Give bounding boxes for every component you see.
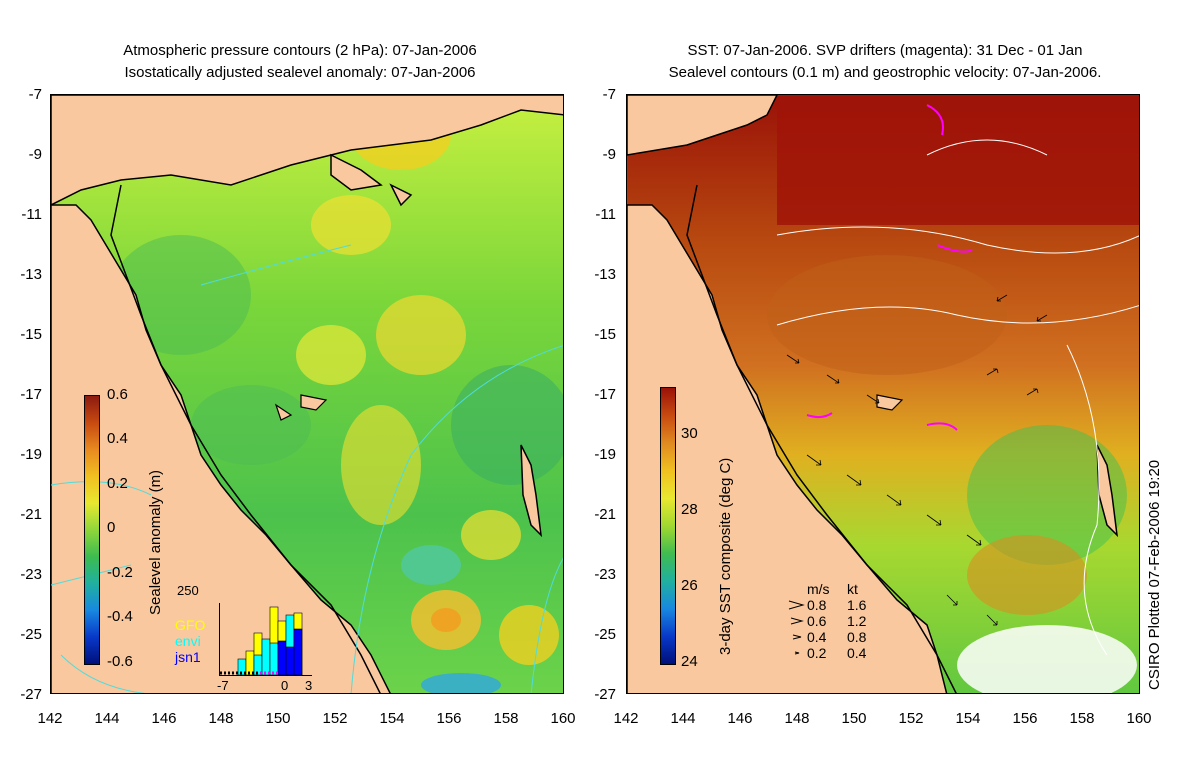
right-title-line2: Sealevel contours (0.1 m) and geostrophi… (668, 64, 1102, 81)
right-lon-tick-6: 154 (955, 710, 981, 727)
left-lon-tick-1: 144 (94, 710, 120, 727)
right-lon-tick-1: 144 (670, 710, 696, 727)
velocity-legend-kt-0: 1.6 (847, 597, 867, 613)
left-lat-tick-4: -15 (20, 326, 42, 343)
left-lat-tick-10: -27 (20, 686, 42, 703)
right-colorbar (660, 387, 676, 665)
right-title-line1: SST: 07-Jan-2006. SVP drifters (magenta)… (687, 42, 1083, 59)
velocity-legend-header-kt: kt (847, 581, 858, 597)
velocity-arrows (786, 294, 1048, 626)
right-lon-tick-3: 148 (784, 710, 810, 727)
left-lat-tick-6: -19 (20, 446, 42, 463)
velocity-legend-ms-1: 0.6 (807, 613, 827, 629)
left-lon-tick-3: 148 (208, 710, 234, 727)
left-lat-tick-8: -23 (20, 566, 42, 583)
right-lat-tick-6: -19 (594, 446, 616, 463)
velocity-legend-ms-3: 0.2 (807, 645, 827, 661)
velocity-legend-arrows (788, 600, 805, 655)
right-lon-tick-4: 150 (841, 710, 867, 727)
right-colorbar-label-0: 30 (681, 425, 698, 442)
right-lat-tick-3: -13 (594, 266, 616, 283)
right-map-svg (627, 95, 1139, 693)
velocity-legend-ms-0: 0.8 (807, 597, 827, 613)
left-map-svg (51, 95, 563, 693)
left-colorbar-title: Sealevel anomaly (m) (147, 469, 164, 615)
velocity-legend-header-ms: m/s (807, 581, 830, 597)
velocity-legend-kt-1: 1.2 (847, 613, 867, 629)
left-lon-tick-6: 154 (379, 710, 405, 727)
right-colorbar-title: 3-day SST composite (deg C) (717, 457, 734, 655)
left-colorbar-label-4: -0.2 (107, 564, 133, 581)
right-lat-tick-5: -17 (594, 386, 616, 403)
inset-ymax-label: 250 (177, 583, 199, 598)
left-lon-tick-4: 150 (265, 710, 291, 727)
inset-x-label-1: 0 (281, 678, 289, 693)
left-lon-tick-2: 146 (151, 710, 177, 727)
left-lat-tick-7: -21 (20, 506, 42, 523)
left-colorbar-label-1: 0.4 (107, 430, 128, 447)
left-lon-tick-9: 160 (550, 710, 576, 727)
left-lon-tick-7: 156 (436, 710, 462, 727)
left-lat-tick-3: -13 (20, 266, 42, 283)
credit-label: CSIRO Plotted 07-Feb-2006 19:20 (1146, 459, 1163, 690)
right-colorbar-label-3: 24 (681, 653, 698, 670)
velocity-legend-kt-2: 0.8 (847, 629, 867, 645)
left-lat-tick-9: -25 (20, 626, 42, 643)
inset-x-label-0: -7 (217, 678, 229, 693)
right-lat-tick-10: -27 (594, 686, 616, 703)
right-lon-tick-7: 156 (1012, 710, 1038, 727)
right-lon-tick-0: 142 (613, 710, 639, 727)
left-lat-tick-2: -11 (21, 206, 42, 223)
left-title-line2: Isostatically adjusted sealevel anomaly:… (124, 64, 476, 81)
inset-series-envi: envi (175, 633, 201, 649)
right-lon-tick-2: 146 (727, 710, 753, 727)
left-lat-tick-5: -17 (20, 386, 42, 403)
right-lat-tick-4: -15 (594, 326, 616, 343)
right-colorbar-label-2: 26 (681, 577, 698, 594)
inset-series-gfo: GFO (175, 617, 206, 633)
left-colorbar-label-6: -0.6 (107, 653, 133, 670)
left-colorbar-label-2: 0.2 (107, 475, 128, 492)
inset-histogram (219, 603, 312, 676)
right-lat-tick-8: -23 (594, 566, 616, 583)
left-lon-tick-5: 152 (322, 710, 348, 727)
right-colorbar-label-1: 28 (681, 501, 698, 518)
velocity-legend-ms-2: 0.4 (807, 629, 827, 645)
right-map-sst: 30 28 26 24 3-day SST composite (deg C) … (626, 94, 1140, 694)
right-lon-tick-5: 152 (898, 710, 924, 727)
right-lat-tick-7: -21 (594, 506, 616, 523)
inset-x-label-2: 3 (305, 678, 313, 693)
left-colorbar-label-5: -0.4 (107, 608, 133, 625)
right-lat-tick-2: -11 (595, 206, 616, 223)
left-lat-tick-0: -7 (28, 86, 42, 103)
left-colorbar-label-3: 0 (107, 519, 116, 536)
velocity-legend-kt-3: 0.4 (847, 645, 867, 661)
right-lon-tick-9: 160 (1126, 710, 1152, 727)
left-lat-tick-1: -9 (28, 146, 42, 163)
inset-bars (220, 606, 303, 675)
inset-series-jsn1: jsn1 (175, 649, 201, 665)
left-map-sealevel-anomaly: 0.6 0.4 0.2 0 -0.2 -0.4 -0.6 Sealevel an… (50, 94, 564, 694)
right-lat-tick-1: -9 (602, 146, 616, 163)
velocity-legend: m/s kt 0.8 1.6 0.6 1.2 0.4 0.8 0.2 0.4 (787, 581, 887, 671)
left-colorbar-label-0: 0.6 (107, 386, 128, 403)
right-lat-tick-0: -7 (602, 86, 616, 103)
left-colorbar (84, 395, 100, 665)
left-lon-tick-8: 158 (493, 710, 519, 727)
left-title-line1: Atmospheric pressure contours (2 hPa): 0… (123, 42, 477, 59)
left-lon-tick-0: 142 (37, 710, 63, 727)
right-lat-tick-9: -25 (594, 626, 616, 643)
right-lon-tick-8: 158 (1069, 710, 1095, 727)
